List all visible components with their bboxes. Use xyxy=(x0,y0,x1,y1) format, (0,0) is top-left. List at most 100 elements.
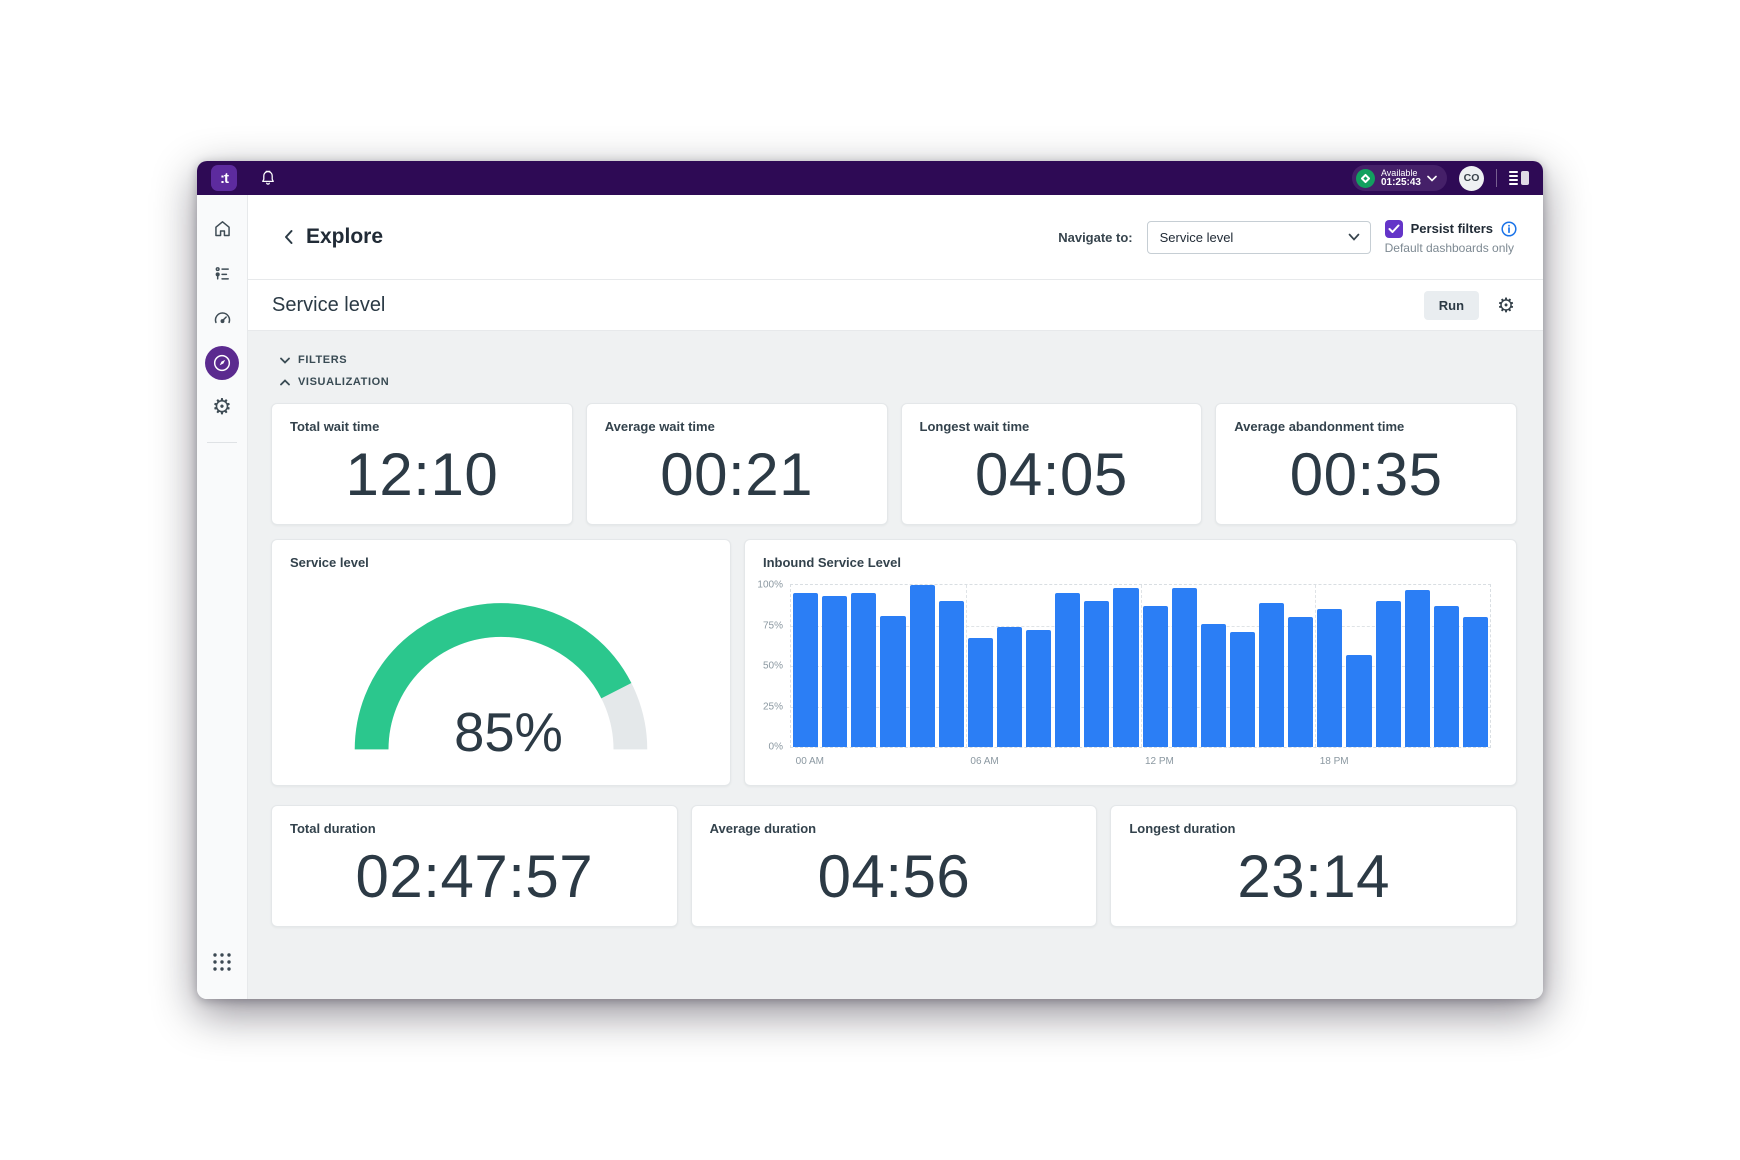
gridline xyxy=(1140,585,1142,747)
bar-plot xyxy=(791,585,1490,747)
run-button[interactable]: Run xyxy=(1423,290,1480,320)
kpi-card-total-wait-time: Total wait time 12:10 xyxy=(271,403,573,525)
bar[interactable] xyxy=(822,596,848,747)
sidebar-item-queues[interactable] xyxy=(205,256,239,290)
bar[interactable] xyxy=(938,601,964,747)
bar[interactable] xyxy=(1200,623,1226,747)
y-tick-label: 50% xyxy=(762,660,783,672)
gear-icon: ⚙ xyxy=(212,395,232,420)
kpi-value: 12:10 xyxy=(345,440,499,508)
gridline xyxy=(965,585,967,747)
compass-icon xyxy=(213,354,231,372)
kpi-title: Longest wait time xyxy=(919,419,1030,434)
section-header: Service level Run ⚙ xyxy=(248,279,1543,331)
back-button[interactable] xyxy=(278,227,298,247)
kpi-card-longest-duration: Longest duration 23:14 xyxy=(1110,805,1517,927)
bar[interactable] xyxy=(1404,589,1430,747)
bar[interactable] xyxy=(1142,606,1168,747)
visualization-toggle[interactable]: VISUALIZATION xyxy=(271,371,1517,393)
y-tick-label: 0% xyxy=(768,741,783,753)
bar[interactable] xyxy=(1433,606,1459,747)
page-header: Explore Navigate to: Service level Persi… xyxy=(248,195,1543,279)
navigate-select[interactable]: Service level xyxy=(1146,220,1371,254)
dashboard-content: FILTERS VISUALIZATION Total wait time 12… xyxy=(248,331,1543,999)
gauge-title: Service level xyxy=(290,555,369,570)
sidebar-item-dashboard[interactable] xyxy=(205,301,239,335)
agent-status-pill[interactable]: Available 01:25:43 xyxy=(1351,165,1447,191)
bar[interactable] xyxy=(1026,630,1052,747)
bar[interactable] xyxy=(909,585,935,747)
bar[interactable] xyxy=(1288,617,1314,747)
duration-row: Total duration 02:47:57 Average duration… xyxy=(271,805,1517,927)
navigate-to-label: Navigate to: xyxy=(1058,229,1133,245)
bar-chart-plot-area: 0% 25% 50% 75% 100% 00 AM 06 AM 12 PM 18 PM xyxy=(757,580,1491,767)
kpi-title: Average wait time xyxy=(604,419,715,434)
persist-filters-note: Default dashboards only xyxy=(1384,240,1515,255)
bar[interactable] xyxy=(1317,609,1343,747)
bar[interactable] xyxy=(967,638,993,747)
kpi-value: 00:21 xyxy=(660,440,813,508)
kpi-card-total-duration: Total duration 02:47:57 xyxy=(271,805,678,927)
kpi-card-average-duration: Average duration 04:56 xyxy=(690,805,1098,927)
service-level-gauge: 85% xyxy=(272,570,730,785)
queues-icon xyxy=(215,266,229,280)
gridline xyxy=(1315,585,1317,747)
status-available-icon xyxy=(1355,168,1375,188)
gauge-card: Service level 85% xyxy=(271,539,731,786)
y-tick-label: 75% xyxy=(762,620,783,631)
kpi-value: 04:56 xyxy=(817,842,971,910)
bar[interactable] xyxy=(793,593,819,747)
bar[interactable] xyxy=(1346,654,1372,747)
persist-filters-checkbox[interactable] xyxy=(1384,219,1403,238)
bar-chart-card: Inbound Service Level 0% 25% 50% 75% 100% 00… xyxy=(744,539,1517,786)
gauge-value: 85% xyxy=(454,702,563,759)
kpi-card-average-abandonment-time: Average abandonment time 00:35 xyxy=(1215,403,1517,525)
settings-gear-icon[interactable]: ⚙ xyxy=(1497,293,1515,317)
y-tick-label: 100% xyxy=(757,579,783,591)
kpi-value: 04:05 xyxy=(975,440,1128,508)
sidebar: ⚙ xyxy=(197,195,248,999)
app-grid-icon[interactable] xyxy=(211,951,233,973)
topbar-divider xyxy=(1496,169,1497,187)
bar[interactable] xyxy=(1113,588,1139,747)
sidebar-item-home[interactable] xyxy=(205,211,239,245)
kpi-title: Total wait time xyxy=(290,419,380,434)
bar[interactable] xyxy=(1055,593,1081,747)
kpi-value: 23:14 xyxy=(1237,842,1390,910)
kpi-title: Longest duration xyxy=(1129,821,1236,836)
bar[interactable] xyxy=(851,593,877,747)
kpi-title: Average duration xyxy=(709,821,817,836)
speedometer-icon xyxy=(214,311,230,323)
bar[interactable] xyxy=(1375,601,1401,747)
filters-toggle[interactable]: FILTERS xyxy=(271,349,1517,371)
bar[interactable] xyxy=(996,627,1022,747)
y-tick-label: 25% xyxy=(762,701,783,712)
bar-chart-title: Inbound Service Level xyxy=(763,555,901,570)
home-icon xyxy=(214,220,230,236)
bar[interactable] xyxy=(1084,601,1110,747)
x-tick-label: 06 AM xyxy=(970,756,999,767)
sidebar-item-settings[interactable]: ⚙ xyxy=(205,391,239,425)
bar[interactable] xyxy=(880,615,906,747)
bar[interactable] xyxy=(1171,588,1197,747)
avatar[interactable]: CO xyxy=(1459,165,1484,191)
kpi-title: Total duration xyxy=(290,821,376,836)
panels-toggle-icon[interactable] xyxy=(1509,171,1529,185)
status-label: Available xyxy=(1380,168,1418,178)
topbar: :t Available 01:25:43 CO xyxy=(197,161,1543,195)
bar[interactable] xyxy=(1229,631,1255,747)
sidebar-item-explore[interactable] xyxy=(205,346,239,380)
app-window: :t Available 01:25:43 CO xyxy=(197,161,1543,999)
navigate-select-value: Service level xyxy=(1159,229,1234,245)
info-icon[interactable] xyxy=(1501,220,1517,237)
kpi-row: Total wait time 12:10 Average wait time … xyxy=(271,403,1517,525)
chevron-left-icon xyxy=(284,230,292,244)
page-title: Explore xyxy=(306,225,384,248)
notifications-bell-icon[interactable] xyxy=(259,169,277,187)
bar[interactable] xyxy=(1259,602,1285,747)
bar[interactable] xyxy=(1462,617,1488,747)
visualization-label: VISUALIZATION xyxy=(298,376,390,388)
kpi-value: 00:35 xyxy=(1289,440,1443,508)
app-logo[interactable]: :t xyxy=(211,165,237,191)
kpi-value: 02:47:57 xyxy=(355,842,594,910)
